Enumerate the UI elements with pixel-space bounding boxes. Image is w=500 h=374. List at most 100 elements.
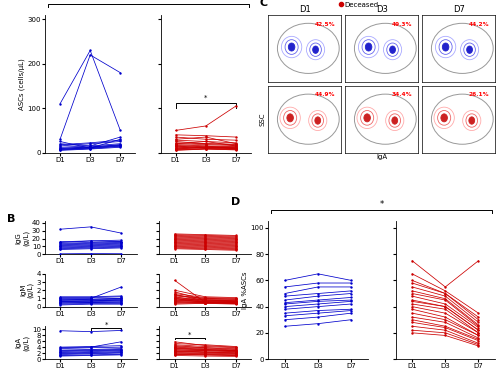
Point [442,291,450,297]
Point [118,347,126,353]
Point [87,350,95,356]
Point [232,145,240,151]
Point [170,231,178,237]
Point [56,298,64,304]
Point [87,347,95,353]
Point [170,292,178,298]
Text: *: * [380,200,384,209]
Point [202,352,209,358]
Point [232,348,240,354]
Point [232,353,240,359]
Point [87,238,95,244]
Point [56,136,64,142]
Point [408,327,416,333]
Point [116,134,124,140]
Point [232,350,240,356]
Point [408,323,416,329]
Point [86,141,94,147]
Point [232,345,240,351]
Point [347,284,355,290]
Point [232,300,240,306]
Point [87,296,95,302]
Point [202,294,209,300]
Y-axis label: IgA %ASCs: IgA %ASCs [242,272,248,309]
Point [202,349,209,355]
Point [118,241,126,247]
Point [442,284,450,290]
Point [172,147,179,153]
Point [116,128,124,134]
Point [347,280,355,286]
Point [347,307,355,313]
Point [87,294,95,300]
Point [56,243,64,249]
Point [86,47,94,53]
Ellipse shape [287,114,294,122]
Point [87,351,95,357]
Point [170,349,178,355]
Point [474,330,482,336]
Text: *: * [204,95,208,101]
Point [408,310,416,316]
Point [442,293,450,299]
Point [118,298,126,304]
Point [118,240,126,246]
Point [202,145,210,151]
Point [232,348,240,354]
Point [232,103,240,109]
Ellipse shape [392,117,398,124]
Point [281,301,289,307]
Point [408,304,416,310]
Point [116,143,124,149]
Point [56,344,64,350]
Point [232,352,240,358]
Point [202,144,210,150]
Point [202,246,209,252]
Point [232,349,240,355]
Point [87,251,95,257]
Point [56,239,64,245]
Point [86,52,94,58]
Point [232,244,240,250]
Point [172,132,179,138]
Point [232,143,240,149]
Point [56,347,64,353]
Point [56,242,64,248]
Point [232,300,240,306]
Point [202,243,209,249]
Point [314,291,322,297]
Point [408,293,416,299]
Point [442,297,450,303]
Point [87,347,95,353]
Point [170,233,178,239]
Point [56,300,64,306]
Point [202,235,209,241]
Point [232,142,240,148]
Point [170,232,178,237]
Point [86,144,94,150]
Point [202,145,210,151]
Point [232,350,240,356]
Point [202,239,209,245]
Point [202,342,209,348]
Text: *: * [146,0,150,3]
Point [281,278,289,283]
Point [56,245,64,251]
Y-axis label: IgM
(g/L): IgM (g/L) [20,282,34,298]
Point [314,280,322,286]
Point [172,147,179,153]
Point [170,351,178,357]
Point [170,300,178,306]
Point [408,271,416,277]
Point [56,241,64,247]
Point [87,241,95,247]
Point [170,345,178,351]
Point [118,346,126,352]
Point [118,343,126,349]
Point [172,142,179,148]
Point [56,143,64,149]
Point [56,246,64,252]
Point [118,230,126,236]
Point [232,245,240,251]
Point [116,143,124,149]
